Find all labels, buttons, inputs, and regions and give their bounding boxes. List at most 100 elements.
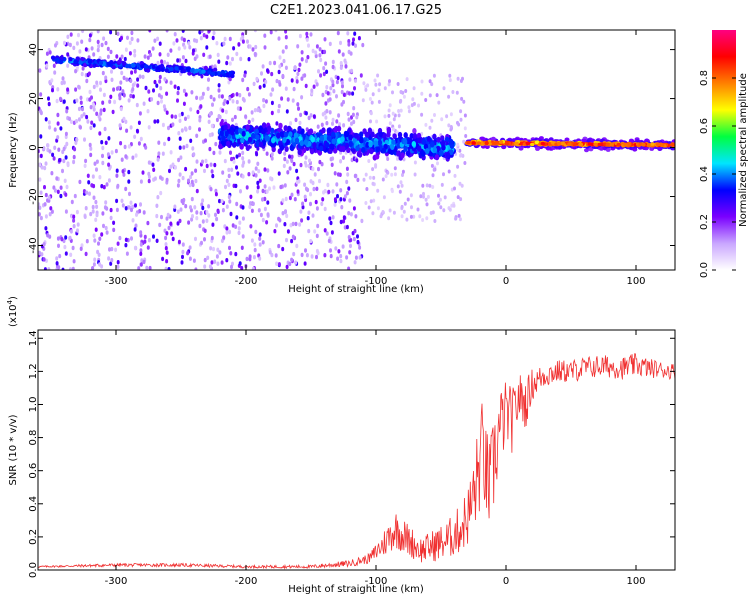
spectrogram-cell [148, 30, 152, 33]
spectrogram-cell [331, 117, 335, 123]
spectrogram-cell [331, 131, 336, 138]
spectrogram-cell [189, 138, 193, 143]
spectrogram-cells [38, 30, 675, 270]
spectrogram-cell [318, 53, 322, 58]
spectrogram-cell [421, 218, 425, 222]
spectrogram-cell [228, 96, 232, 101]
spectrogram-cell [332, 89, 336, 94]
spectrogram-cell [230, 73, 235, 79]
spectrogram-cell [309, 113, 313, 118]
spectrogram-cell [260, 71, 263, 76]
spectrogram-cell [258, 256, 262, 261]
spectrogram-cell [354, 78, 357, 83]
spectrogram-cell [235, 215, 239, 220]
spectrogram-cell [207, 77, 210, 82]
spectrogram-cell [212, 246, 215, 252]
spectrogram-cell [283, 209, 287, 215]
spectrogram-cell [326, 91, 330, 96]
spectrogram-cell [247, 119, 251, 125]
spectrogram-cell [69, 267, 72, 270]
spectrogram-cell [39, 92, 43, 97]
spectrogram-cell [133, 48, 137, 54]
spectrogram-cell [453, 173, 457, 178]
spectrogram-cell [55, 138, 59, 143]
spectrogram-cell [342, 215, 346, 220]
spectrogram-cell [85, 78, 89, 84]
spectrogram-cell [376, 188, 380, 193]
spectrogram-cell [130, 36, 134, 42]
spectrogram-cell [405, 217, 409, 222]
spectrogram-cell [377, 139, 383, 146]
spectrogram-cell [137, 120, 141, 126]
spectrogram-cell [354, 214, 358, 219]
spectrogram-cell [44, 226, 48, 231]
spectrogram-cell [40, 252, 44, 257]
spectrogram-cell [275, 223, 278, 228]
spectrogram-cell [216, 52, 220, 58]
spectrogram-cell [296, 71, 300, 77]
spectrogram-cell [393, 113, 397, 118]
spectrogram-cell [166, 212, 170, 218]
spectrogram-cell [115, 207, 119, 213]
spectrogram-cell [202, 52, 206, 57]
spectrogram-cell [62, 80, 66, 85]
spectrogram-cell [122, 116, 126, 122]
spectrogram-cell [237, 226, 241, 231]
spectrogram-cell [641, 142, 646, 147]
spectrogram-cell [290, 238, 294, 244]
spectrogram-cell [463, 113, 467, 118]
spectrogram-cell [283, 125, 288, 132]
spectrogram-cell [311, 213, 315, 218]
spectrogram-cell [151, 64, 156, 70]
spectrogram-cell [337, 49, 341, 54]
spectrogram-cell [40, 165, 44, 170]
spectrogram-cell [87, 180, 91, 185]
spectrogram-cell [50, 78, 54, 83]
spectrogram-cell [200, 95, 204, 100]
spectrogram-cell [329, 157, 333, 162]
spectrogram-cell [211, 35, 215, 41]
spectrogram-cell [436, 136, 441, 143]
spectrogram-cell [391, 127, 395, 132]
spectrogram-cell [176, 98, 179, 103]
spectrogram-cell [144, 145, 148, 150]
spectrogram-cell [165, 250, 169, 255]
spectrogram-cell [209, 162, 213, 167]
spectrogram-cell [373, 140, 378, 147]
spectrogram-cell [134, 203, 137, 208]
spectrogram-cell [229, 251, 233, 256]
spectrogram-cell [305, 58, 308, 64]
spectrogram-cell [193, 38, 196, 43]
spectrogram-cell [166, 52, 170, 57]
spectrogram-cell [94, 217, 98, 222]
spectrogram-cell [420, 79, 424, 84]
spectrogram-cell [86, 173, 90, 178]
spectrogram-cell [436, 161, 439, 166]
spectrogram-cell [376, 206, 380, 211]
spectrogram-cell [291, 234, 295, 239]
spectrogram-cell [435, 93, 439, 98]
spectrogram-cell [258, 242, 262, 247]
spectrogram-cell [158, 52, 162, 57]
spectrogram-cell [327, 189, 331, 195]
spectrogram-cell [70, 199, 74, 205]
spectrogram-cell [424, 98, 428, 102]
spectrogram-cell [293, 197, 297, 202]
spectrogram-cell [428, 93, 432, 98]
spectrogram-cell [322, 71, 326, 77]
spectrogram-cell [43, 165, 47, 171]
spectrogram-cell [238, 220, 242, 225]
spectrogram-cell [365, 131, 370, 138]
spectrogram-cell [195, 210, 199, 215]
spectrogram-cell [147, 160, 151, 165]
spectrogram-cell [294, 260, 298, 265]
spectrogram-cell [66, 162, 70, 168]
spectrogram-cell [148, 265, 152, 270]
spectrogram-x-tick-label: 100 [626, 276, 645, 287]
spectrogram-cell [192, 258, 196, 263]
spectrogram-cell [181, 249, 185, 255]
spectrogram-cell [136, 38, 140, 43]
spectrogram-cell [133, 245, 137, 251]
spectrogram-cell [64, 235, 68, 240]
spectrogram-cell [365, 187, 369, 191]
